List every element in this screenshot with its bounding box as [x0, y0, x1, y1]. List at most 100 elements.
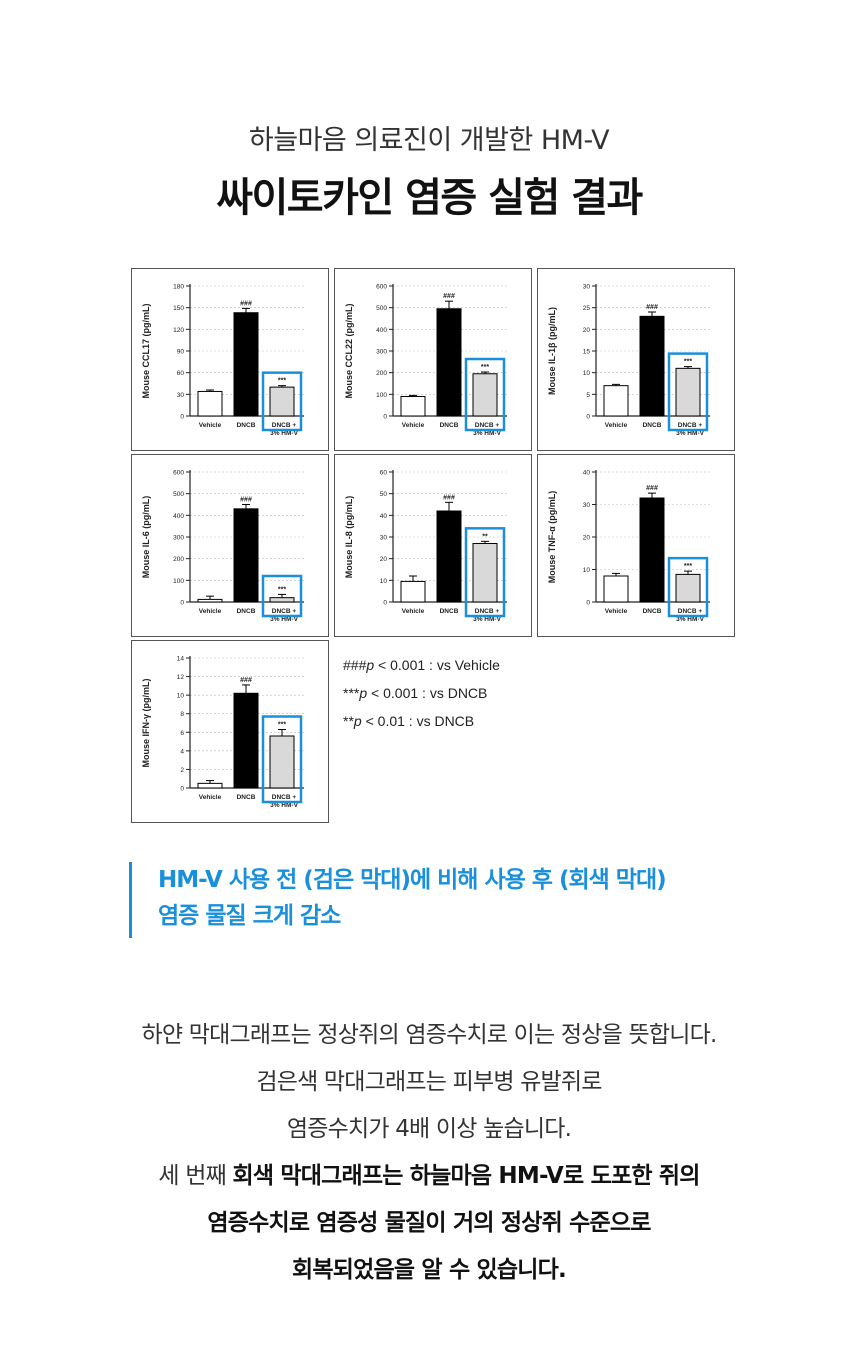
y-tick-label: 40	[583, 470, 591, 477]
callout-highlight: HM-V 사용 전 (검은 막대)에 비해 사용 후 (회색 막대) 염증 물질…	[129, 862, 667, 938]
chart-panel-tnfa: Mouse TNF-α (pg/mL) 0 10 20 30 40 ### *** Vehicl…	[537, 454, 735, 637]
x-tick-label: DNCB	[643, 422, 662, 429]
x-tick-label: Vehicle	[402, 422, 425, 429]
x-tick-label: DNCB	[440, 422, 459, 429]
bar-vehicle	[400, 396, 426, 417]
y-axis-label: Mouse IL-8 (pg/mL)	[344, 496, 354, 579]
x-tick-label: Vehicle	[199, 608, 222, 615]
bar-dncb-hmv	[472, 543, 498, 603]
body-line: 염증수치가 4배 이상 높습니다.	[286, 1116, 572, 1142]
bar-dncb-hmv	[269, 386, 295, 417]
highlight-box	[667, 352, 709, 432]
significance-label: ***	[278, 722, 286, 729]
y-tick-label: 10	[380, 578, 388, 585]
bar-dncb	[233, 508, 259, 603]
highlight-box	[261, 715, 303, 804]
y-tick-label: 15	[583, 349, 591, 356]
x-tick-label: Vehicle	[605, 422, 628, 429]
x-tick-label: 3% HM-V	[676, 616, 704, 623]
x-tick-label: DNCB	[237, 608, 256, 615]
y-tick-label: 0	[586, 600, 590, 607]
y-tick-label: 50	[380, 491, 388, 498]
y-tick-label: 20	[380, 556, 388, 563]
y-tick-label: 500	[376, 305, 387, 312]
chart-panel-il8: Mouse IL-8 (pg/mL) 0 10 20 30 40 50 60 ### ** Vehi…	[334, 454, 532, 637]
y-tick-label: 100	[173, 578, 184, 585]
y-tick-label: 0	[180, 786, 184, 793]
y-tick-label: 600	[376, 284, 387, 291]
significance-label: ***	[278, 378, 286, 385]
significance-label: ###	[646, 485, 658, 492]
legend-line: **p < 0.01 : vs DNCB	[343, 713, 475, 729]
chart-tnfa: Mouse TNF-α (pg/mL) 0 10 20 30 40 ### *** Vehicl…	[547, 470, 710, 623]
legend-line: ***p < 0.001 : vs DNCB	[343, 685, 488, 701]
y-tick-label: 100	[376, 392, 387, 399]
y-tick-label: 90	[177, 349, 185, 356]
significance-label: ***	[684, 563, 692, 570]
y-tick-label: 60	[177, 370, 185, 377]
y-tick-label: 14	[177, 656, 185, 663]
y-tick-label: 600	[173, 470, 184, 477]
body-line: 회복되었음을 알 수 있습니다.	[292, 1257, 567, 1283]
callout-line: HM-V 사용 전 (검은 막대)에 비해 사용 후 (회색 막대)	[158, 867, 667, 893]
x-tick-label: Vehicle	[605, 608, 628, 615]
y-tick-label: 0	[586, 414, 590, 421]
chart-panel-ifng: Mouse IFN-γ (pg/mL) 0 2 4 6 8 10 12 14 ### *** Vehi…	[131, 640, 329, 823]
bar-vehicle	[400, 580, 426, 603]
bar-dncb	[639, 497, 665, 603]
chart-panel-ccl17: Mouse CCL17 (pg/mL) 0 30 60 90 120 150 180 ### **…	[131, 268, 329, 451]
y-tick-label: 10	[177, 693, 185, 700]
y-tick-label: 30	[380, 535, 388, 542]
y-tick-label: 150	[173, 305, 184, 312]
x-tick-label: 3% HM-V	[270, 616, 298, 623]
y-tick-label: 10	[583, 567, 591, 574]
y-tick-label: 30	[583, 284, 591, 291]
y-tick-label: 200	[376, 370, 387, 377]
x-tick-label: Vehicle	[199, 794, 222, 801]
y-tick-label: 0	[180, 600, 184, 607]
significance-label: ***	[278, 586, 286, 593]
x-tick-label: 3% HM-V	[473, 616, 501, 623]
chart-il8: Mouse IL-8 (pg/mL) 0 10 20 30 40 50 60 ### ** Vehi…	[344, 470, 507, 623]
y-tick-label: 60	[380, 470, 388, 477]
significance-label: **	[482, 533, 488, 540]
bar-dncb	[436, 510, 462, 603]
highlight-box	[464, 357, 506, 432]
y-tick-label: 200	[173, 556, 184, 563]
x-tick-label: DNCB	[237, 422, 256, 429]
x-tick-label: DNCB +	[272, 422, 297, 429]
page-subtitle: 하늘마음 의료진이 개발한 HM-V	[248, 125, 610, 156]
body-line: 검은색 막대그래프는 피부병 유발쥐로	[256, 1069, 602, 1095]
y-tick-label: 30	[177, 392, 185, 399]
page-title: 싸이토카인 염증 실험 결과	[216, 175, 643, 221]
x-tick-label: 3% HM-V	[270, 430, 298, 437]
x-tick-label: DNCB	[643, 608, 662, 615]
bar-dncb-hmv	[675, 367, 701, 417]
y-tick-label: 20	[583, 535, 591, 542]
significance-label: ###	[646, 304, 658, 311]
significance-label: ***	[684, 359, 692, 366]
y-tick-label: 10	[583, 370, 591, 377]
y-tick-label: 30	[583, 502, 591, 509]
x-tick-label: DNCB +	[678, 422, 703, 429]
body-line: 하얀 막대그래프는 정상쥐의 염증수치로 이는 정상을 뜻합니다.	[141, 1022, 718, 1048]
x-tick-label: DNCB +	[272, 794, 297, 801]
significance-legend: ###p < 0.001 : vs Vehicle ***p < 0.001 :…	[343, 651, 500, 735]
y-axis-label: Mouse CCL17 (pg/mL)	[141, 303, 151, 398]
bar-dncb	[436, 308, 462, 417]
y-tick-label: 0	[180, 414, 184, 421]
x-tick-label: Vehicle	[199, 422, 222, 429]
y-tick-label: 400	[376, 327, 387, 334]
bar-dncb-hmv	[269, 597, 295, 603]
body-line: 세 번째 회색 막대그래프는 하늘마음 HM-V로 도포한 쥐의	[158, 1163, 700, 1189]
bar-vehicle	[197, 782, 223, 789]
significance-label: ###	[240, 677, 252, 684]
y-tick-label: 6	[180, 730, 184, 737]
bar-vehicle	[603, 575, 629, 603]
highlight-box	[667, 556, 709, 618]
bar-dncb	[233, 312, 259, 417]
x-tick-label: 3% HM-V	[676, 430, 704, 437]
y-tick-label: 25	[583, 305, 591, 312]
y-tick-label: 8	[180, 711, 184, 718]
y-axis-label: Mouse CCL22 (pg/mL)	[344, 303, 354, 398]
